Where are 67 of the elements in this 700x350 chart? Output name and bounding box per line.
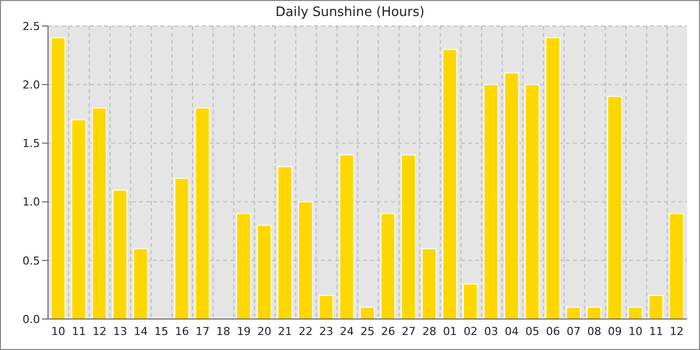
x-tick-label: 01 xyxy=(442,324,457,338)
bar xyxy=(524,84,540,319)
x-tick-label: 20 xyxy=(257,324,272,338)
x-tick-label: 07 xyxy=(566,324,581,338)
x-tick-label: 12 xyxy=(670,324,684,338)
bar xyxy=(360,306,375,319)
x-tick-label: 14 xyxy=(134,324,148,338)
x-tick-label: 15 xyxy=(154,324,168,338)
bar xyxy=(607,96,622,319)
y-tick-label: 0.0 xyxy=(22,312,40,326)
x-tick-label: 05 xyxy=(525,324,540,338)
x-tick-label: 13 xyxy=(113,324,128,338)
y-tick-label: 2.0 xyxy=(22,78,40,92)
bar xyxy=(50,37,66,319)
x-tick-label: 18 xyxy=(216,324,230,338)
x-tick-label: 10 xyxy=(628,324,642,338)
x-tick-label: 10 xyxy=(51,324,66,338)
x-tick-label: 21 xyxy=(278,324,292,338)
x-tick-label: 08 xyxy=(587,324,602,338)
bar xyxy=(194,108,210,319)
x-tick-label: 04 xyxy=(504,324,519,338)
bar xyxy=(298,201,313,319)
x-tick-label: 06 xyxy=(546,324,560,338)
bar xyxy=(586,306,602,319)
bar xyxy=(483,84,498,319)
bar xyxy=(628,306,643,319)
bar xyxy=(668,213,684,319)
bar xyxy=(545,37,560,319)
bar xyxy=(648,295,664,319)
x-tick-label: 22 xyxy=(298,324,313,338)
x-tick-label: 12 xyxy=(92,324,107,338)
y-tick-label: 0.5 xyxy=(22,254,40,268)
bar xyxy=(256,224,272,319)
x-tick-label: 24 xyxy=(340,324,354,338)
y-tick-label: 1.5 xyxy=(22,137,40,150)
bar xyxy=(339,154,354,319)
bar xyxy=(133,248,148,319)
x-tick-label: 03 xyxy=(484,324,498,338)
bar xyxy=(401,154,416,319)
x-tick-label: 26 xyxy=(381,324,396,338)
x-tick-label: 11 xyxy=(649,324,664,338)
x-tick-label: 27 xyxy=(402,324,416,338)
bar xyxy=(112,190,128,319)
x-tick-label: 17 xyxy=(196,324,210,338)
x-tick-label: 19 xyxy=(236,324,251,338)
bar xyxy=(318,295,334,319)
x-tick-label: 23 xyxy=(319,324,334,338)
bar xyxy=(236,213,252,319)
bar xyxy=(71,119,86,319)
x-tick-label: 28 xyxy=(422,324,436,338)
chart-title: Daily Sunshine (Hours) xyxy=(274,5,426,20)
x-tick-label: 25 xyxy=(360,324,374,338)
bar xyxy=(462,283,478,319)
bar xyxy=(504,72,520,319)
bar xyxy=(566,306,581,319)
y-tick-label: 2.5 xyxy=(22,20,40,33)
bar xyxy=(277,166,292,319)
x-tick-label: 02 xyxy=(464,324,478,338)
bar xyxy=(422,248,437,319)
x-tick-label: 16 xyxy=(174,324,189,338)
bar xyxy=(380,213,396,319)
x-tick-label: 09 xyxy=(608,324,622,338)
y-tick-label: 1.0 xyxy=(22,196,40,209)
bar xyxy=(92,108,107,319)
bar xyxy=(174,178,190,319)
x-tick-label: 11 xyxy=(72,324,86,338)
bar xyxy=(442,48,458,319)
